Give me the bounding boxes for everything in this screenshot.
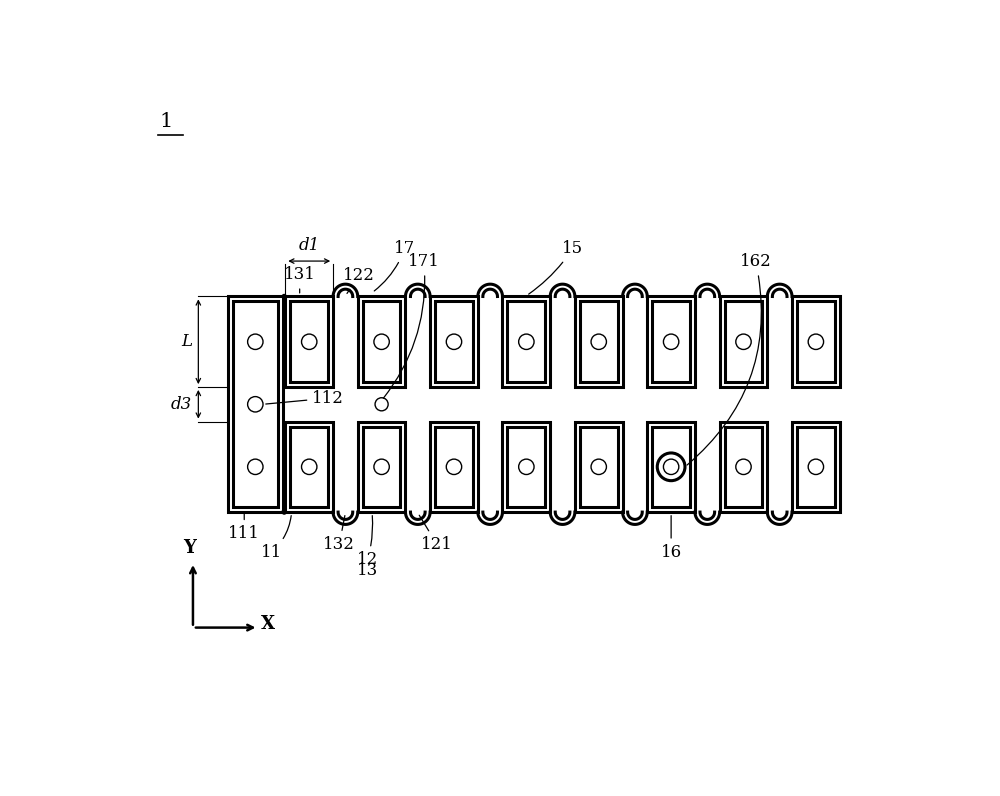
Bar — [430, 422, 478, 512]
Text: d1: d1 — [299, 237, 320, 254]
Text: 131: 131 — [284, 267, 316, 293]
Bar — [502, 422, 550, 512]
Text: 112: 112 — [266, 389, 344, 407]
Bar — [580, 427, 618, 507]
Text: 132: 132 — [323, 516, 355, 553]
Bar — [358, 296, 405, 387]
Text: 13: 13 — [357, 562, 378, 579]
Bar — [720, 296, 767, 387]
Bar — [507, 302, 545, 382]
Bar — [290, 427, 328, 507]
Text: 111: 111 — [228, 514, 260, 542]
Bar — [580, 302, 618, 382]
Text: Y: Y — [183, 539, 196, 557]
Text: 16: 16 — [661, 516, 682, 560]
Text: d3: d3 — [171, 396, 192, 413]
Text: 12: 12 — [357, 516, 378, 568]
Bar — [725, 427, 762, 507]
Bar — [797, 427, 835, 507]
Bar — [435, 302, 473, 382]
Bar — [363, 427, 400, 507]
Bar — [575, 422, 623, 512]
Bar — [792, 296, 840, 387]
Bar — [720, 422, 767, 512]
Bar — [725, 302, 762, 382]
Text: 15: 15 — [529, 240, 583, 295]
Bar — [792, 422, 840, 512]
Bar — [228, 296, 283, 512]
Bar — [290, 302, 328, 382]
Bar — [647, 296, 695, 387]
Bar — [502, 296, 550, 387]
Text: X: X — [261, 615, 275, 633]
Text: 122: 122 — [343, 267, 375, 294]
Bar — [507, 427, 545, 507]
Bar — [652, 302, 690, 382]
Text: 17: 17 — [374, 240, 415, 291]
Bar — [233, 302, 278, 507]
Bar — [285, 422, 333, 512]
Bar — [430, 296, 478, 387]
Bar — [575, 296, 623, 387]
Bar — [358, 422, 405, 512]
Text: 121: 121 — [419, 515, 453, 553]
Bar — [285, 296, 333, 387]
Bar — [652, 427, 690, 507]
Text: 162: 162 — [687, 253, 772, 465]
Bar — [647, 422, 695, 512]
Bar — [363, 302, 400, 382]
Text: 1: 1 — [160, 112, 173, 131]
Text: 11: 11 — [261, 516, 291, 560]
Bar — [435, 427, 473, 507]
Bar — [797, 302, 835, 382]
Text: L: L — [181, 334, 192, 350]
Text: 171: 171 — [383, 253, 440, 398]
